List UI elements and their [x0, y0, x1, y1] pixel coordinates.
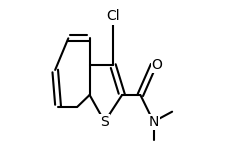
Text: Cl: Cl	[106, 9, 120, 23]
Text: S: S	[100, 115, 109, 129]
Text: O: O	[152, 58, 163, 72]
Text: N: N	[148, 115, 159, 129]
